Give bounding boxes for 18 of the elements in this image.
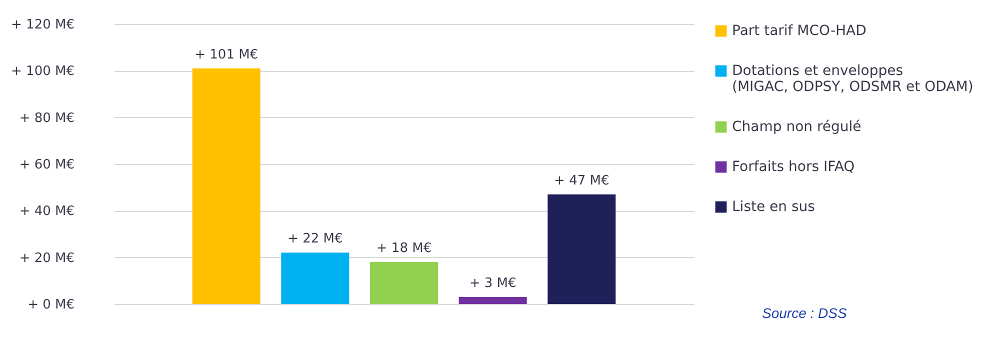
data-label: + 3 M€	[469, 276, 516, 291]
legend-label: Part tarif MCO-HAD	[732, 23, 866, 39]
data-label: + 18 M€	[376, 241, 432, 256]
data-label: + 47 M€	[554, 173, 610, 188]
y-tick-label: + 0 M€	[28, 298, 74, 312]
y-tick-label: + 60 M€	[19, 158, 74, 172]
source-note: Source : DSS	[762, 305, 848, 321]
data-label: + 22 M€	[288, 232, 343, 247]
y-tick-label: + 20 M€	[19, 250, 74, 266]
legend-label: Champ non régulé	[732, 119, 862, 135]
y-tick-label: + 120 M€	[11, 18, 74, 32]
legend-label: Forfaits hors IFAQ	[732, 159, 855, 175]
legend-label: Liste en sus	[732, 199, 815, 215]
legend-label: Dotations et enveloppes (MIGAC, ODPSY, ODSMR et ODAM)	[732, 63, 974, 95]
data-label: + 101 M€	[194, 47, 258, 62]
y-tick-label: + 80 M€	[19, 110, 74, 126]
y-tick-label: + 100 M€	[11, 64, 74, 80]
y-tick-label: + 40 M€	[19, 204, 74, 220]
